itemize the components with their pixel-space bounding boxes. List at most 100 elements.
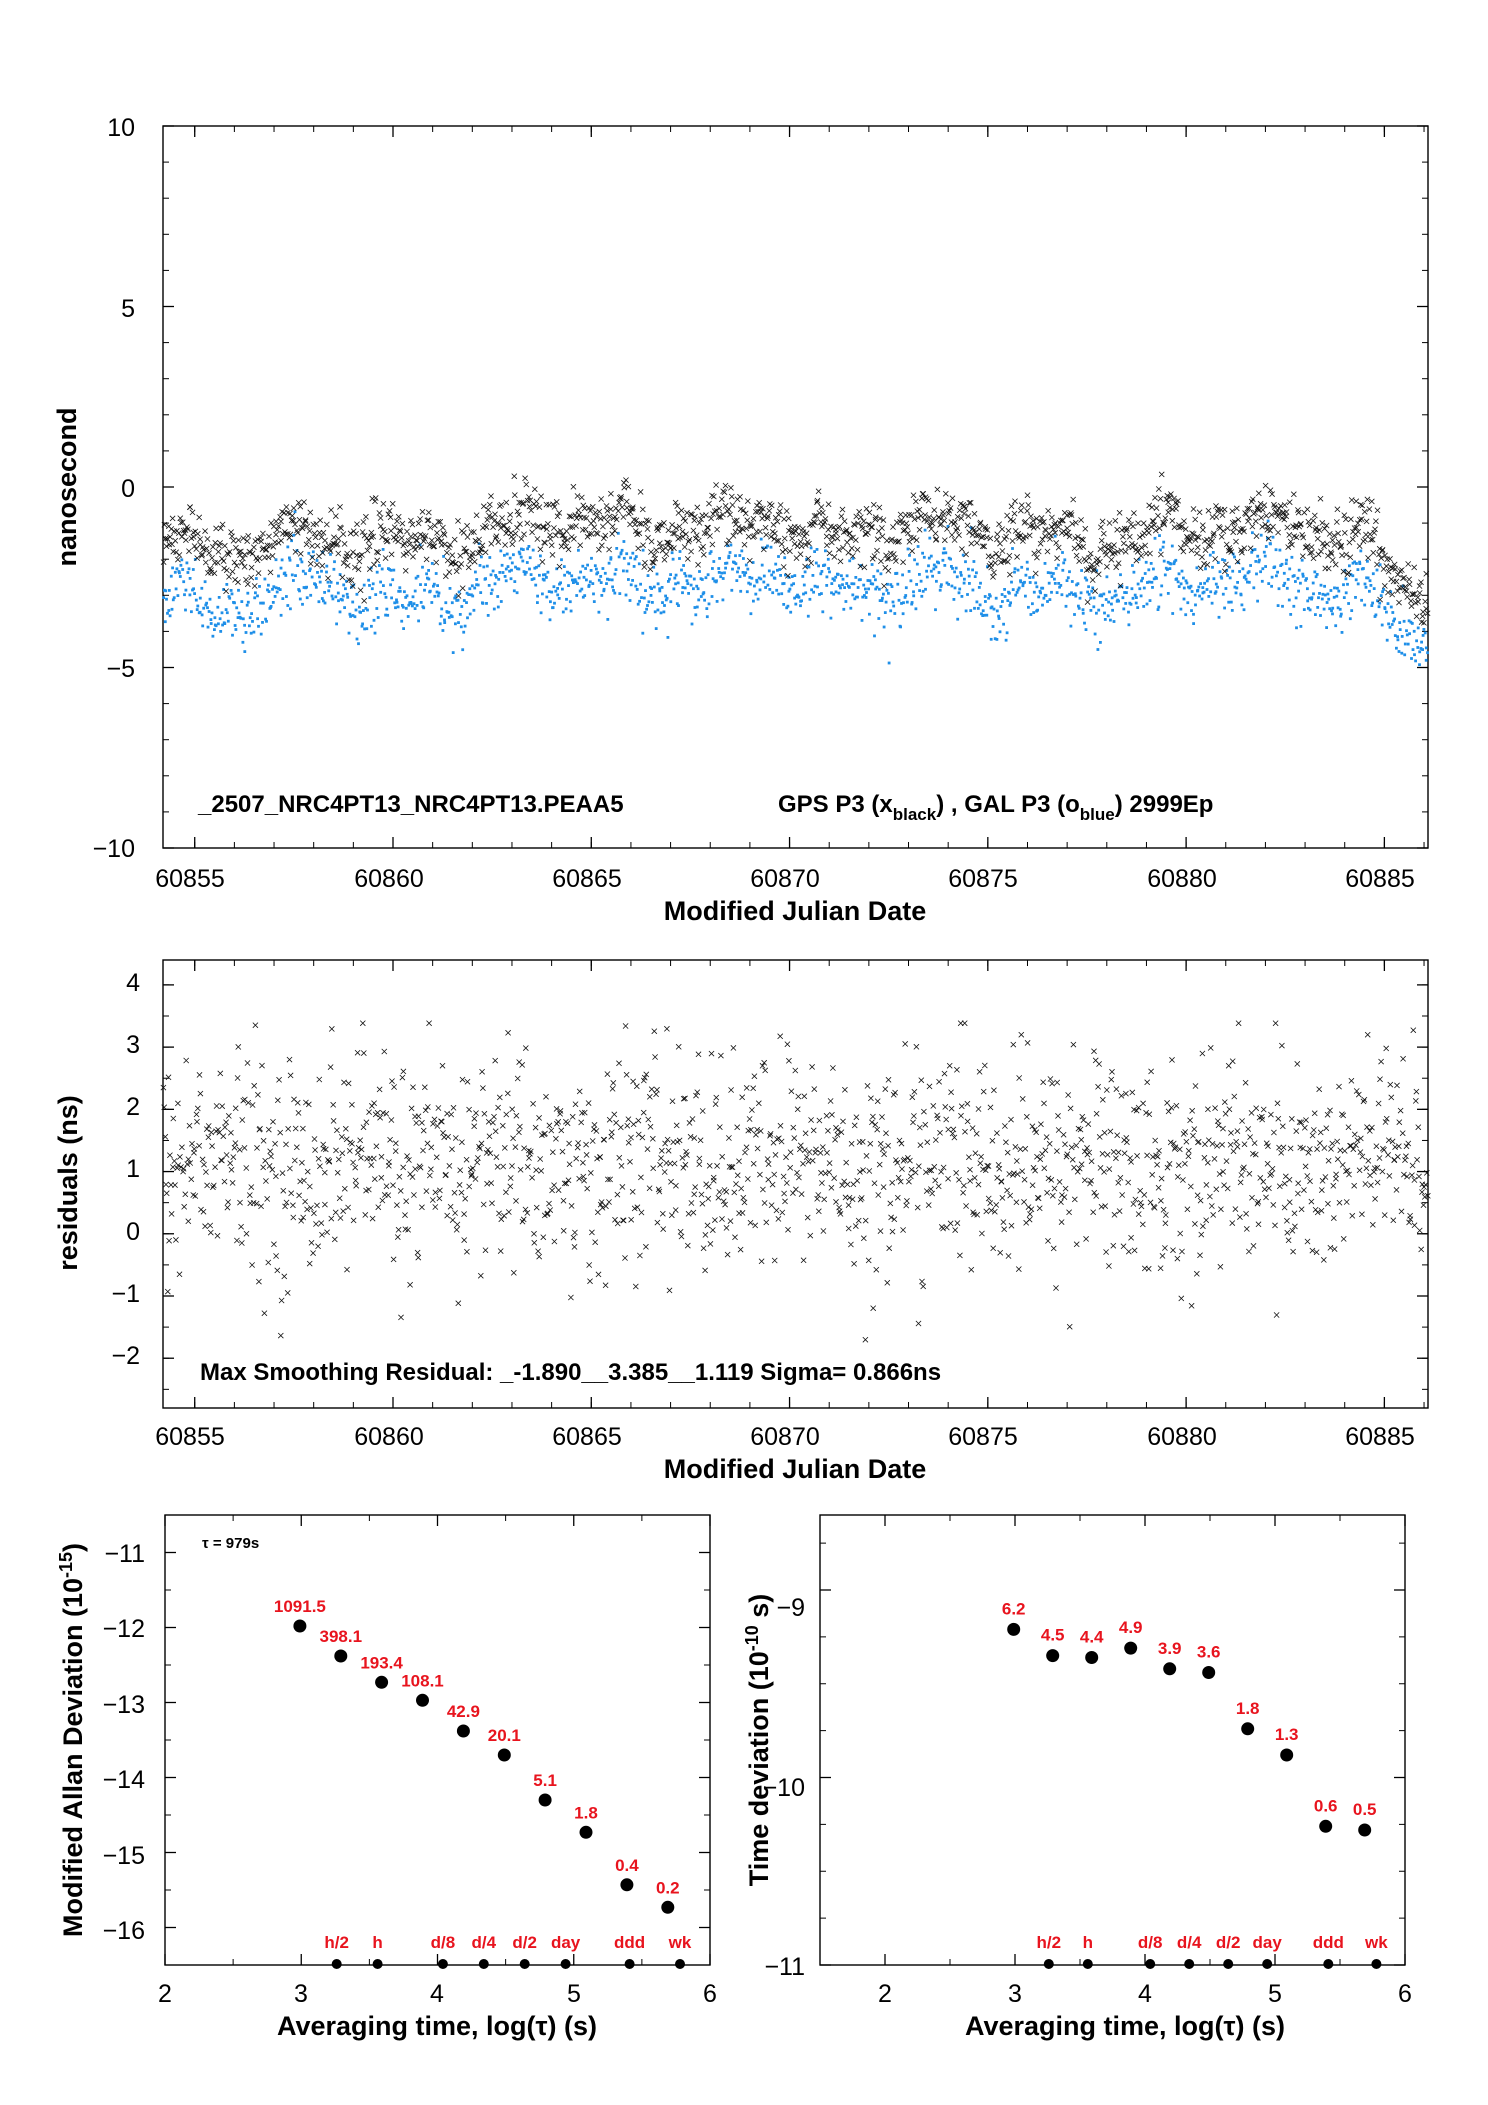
gal-data-point xyxy=(957,591,961,595)
residual-data-point xyxy=(510,1135,516,1142)
residual-data-point xyxy=(958,1103,965,1110)
residual-data-point xyxy=(683,1148,689,1155)
gal-data-point xyxy=(1024,573,1028,577)
gal-data-point xyxy=(1016,568,1020,572)
gal-data-point xyxy=(904,594,908,597)
residual-data-point xyxy=(768,1202,775,1209)
residual-data-point xyxy=(576,1175,583,1182)
gal-data-point xyxy=(787,575,791,579)
residual-data-point xyxy=(622,1255,628,1261)
residual-data-point xyxy=(1302,1163,1309,1170)
gal-data-point xyxy=(251,620,254,623)
time-mark-point xyxy=(1184,1959,1195,1969)
gal-data-point xyxy=(259,601,262,605)
residual-data-point xyxy=(1279,1123,1286,1130)
residual-data-point xyxy=(651,1028,658,1035)
gal-data-point xyxy=(862,583,866,587)
residual-data-point xyxy=(848,1241,854,1248)
gps-data-point xyxy=(1284,524,1291,531)
residual-data-point xyxy=(1175,1162,1182,1169)
residual-data-point xyxy=(507,1175,514,1181)
residual-data-point xyxy=(419,1119,425,1126)
residual-data-point xyxy=(905,1155,911,1161)
residual-data-point xyxy=(635,1131,642,1138)
gal-data-point xyxy=(819,572,823,576)
gal-data-point xyxy=(856,586,860,589)
residual-data-point xyxy=(823,1112,830,1119)
residuals-frame xyxy=(162,959,1429,1409)
gps-data-point xyxy=(974,540,980,546)
gps-data-point xyxy=(1415,598,1422,605)
gal-data-point xyxy=(1385,610,1388,614)
residual-data-point xyxy=(958,1112,964,1119)
gps-data-point xyxy=(828,533,835,540)
gal-data-point xyxy=(513,580,517,583)
residual-data-point xyxy=(1350,1146,1357,1153)
gal-data-point xyxy=(1179,582,1183,586)
gal-data-point xyxy=(759,577,763,581)
gal-data-point xyxy=(1315,573,1319,576)
gal-data-point xyxy=(1308,596,1311,600)
residual-data-point xyxy=(609,1085,616,1092)
gal-data-point xyxy=(654,627,658,630)
gps-data-point xyxy=(269,553,276,559)
gps-data-point xyxy=(1025,502,1032,508)
residual-data-point xyxy=(335,1156,342,1163)
gps-data-point xyxy=(760,505,766,512)
gal-data-point xyxy=(1108,590,1111,594)
residual-data-point xyxy=(671,1160,678,1167)
residual-data-point xyxy=(352,1177,359,1184)
gps-data-point xyxy=(498,501,505,508)
gps-data-point xyxy=(705,524,711,531)
residual-data-point xyxy=(243,1165,250,1171)
gps-data-point xyxy=(886,555,892,562)
deviation-point xyxy=(1046,1649,1060,1663)
gps-data-point xyxy=(492,511,498,518)
residual-data-point xyxy=(358,1154,364,1161)
y-tick-label: −13 xyxy=(103,1691,145,1719)
gps-data-point xyxy=(1080,537,1086,543)
gps-data-point xyxy=(179,519,186,526)
gps-data-point xyxy=(1252,509,1258,516)
gal-data-point xyxy=(683,586,687,590)
gal-data-point xyxy=(392,568,396,572)
gal-data-point xyxy=(366,608,369,612)
residual-data-point xyxy=(1281,1180,1288,1187)
gps-data-point xyxy=(692,513,698,520)
gal-data-point xyxy=(1393,634,1397,637)
gal-data-point xyxy=(910,601,914,604)
residual-data-point xyxy=(899,1166,905,1172)
deviation-point xyxy=(1124,1641,1138,1655)
gal-data-point xyxy=(670,551,674,555)
gps-data-point xyxy=(1317,495,1324,502)
gps-data-point xyxy=(729,502,736,508)
gps-data-point xyxy=(551,504,558,510)
residual-data-point xyxy=(880,1184,887,1190)
gps-data-point xyxy=(773,538,780,544)
gal-data-point xyxy=(1249,564,1252,567)
residual-data-point xyxy=(891,1216,898,1223)
residual-data-point xyxy=(164,1288,171,1295)
gps-data-point xyxy=(238,559,245,566)
gps-data-point xyxy=(824,542,830,549)
gal-data-point xyxy=(541,592,544,596)
residual-data-point xyxy=(254,1145,260,1151)
gal-data-point xyxy=(624,593,628,597)
gal-data-point xyxy=(764,546,768,549)
gal-data-point xyxy=(533,566,537,570)
gal-data-point xyxy=(288,556,291,560)
residual-data-point xyxy=(1419,1189,1425,1195)
gal-data-point xyxy=(275,590,279,594)
gal-series-points xyxy=(162,510,1429,667)
residual-data-point xyxy=(693,1092,699,1099)
residual-data-point xyxy=(241,1145,248,1151)
gal-data-point xyxy=(801,575,805,578)
gps-data-point xyxy=(1042,533,1048,539)
gps-data-point xyxy=(495,521,502,527)
y-axis-label-main: Modified Allan Deviation (10 xyxy=(58,1578,88,1937)
residual-data-point xyxy=(1260,1178,1267,1185)
residual-data-point xyxy=(328,1215,335,1222)
gal-data-point xyxy=(830,591,833,595)
gps-data-point xyxy=(1156,525,1163,531)
gal-data-point xyxy=(1405,633,1409,637)
